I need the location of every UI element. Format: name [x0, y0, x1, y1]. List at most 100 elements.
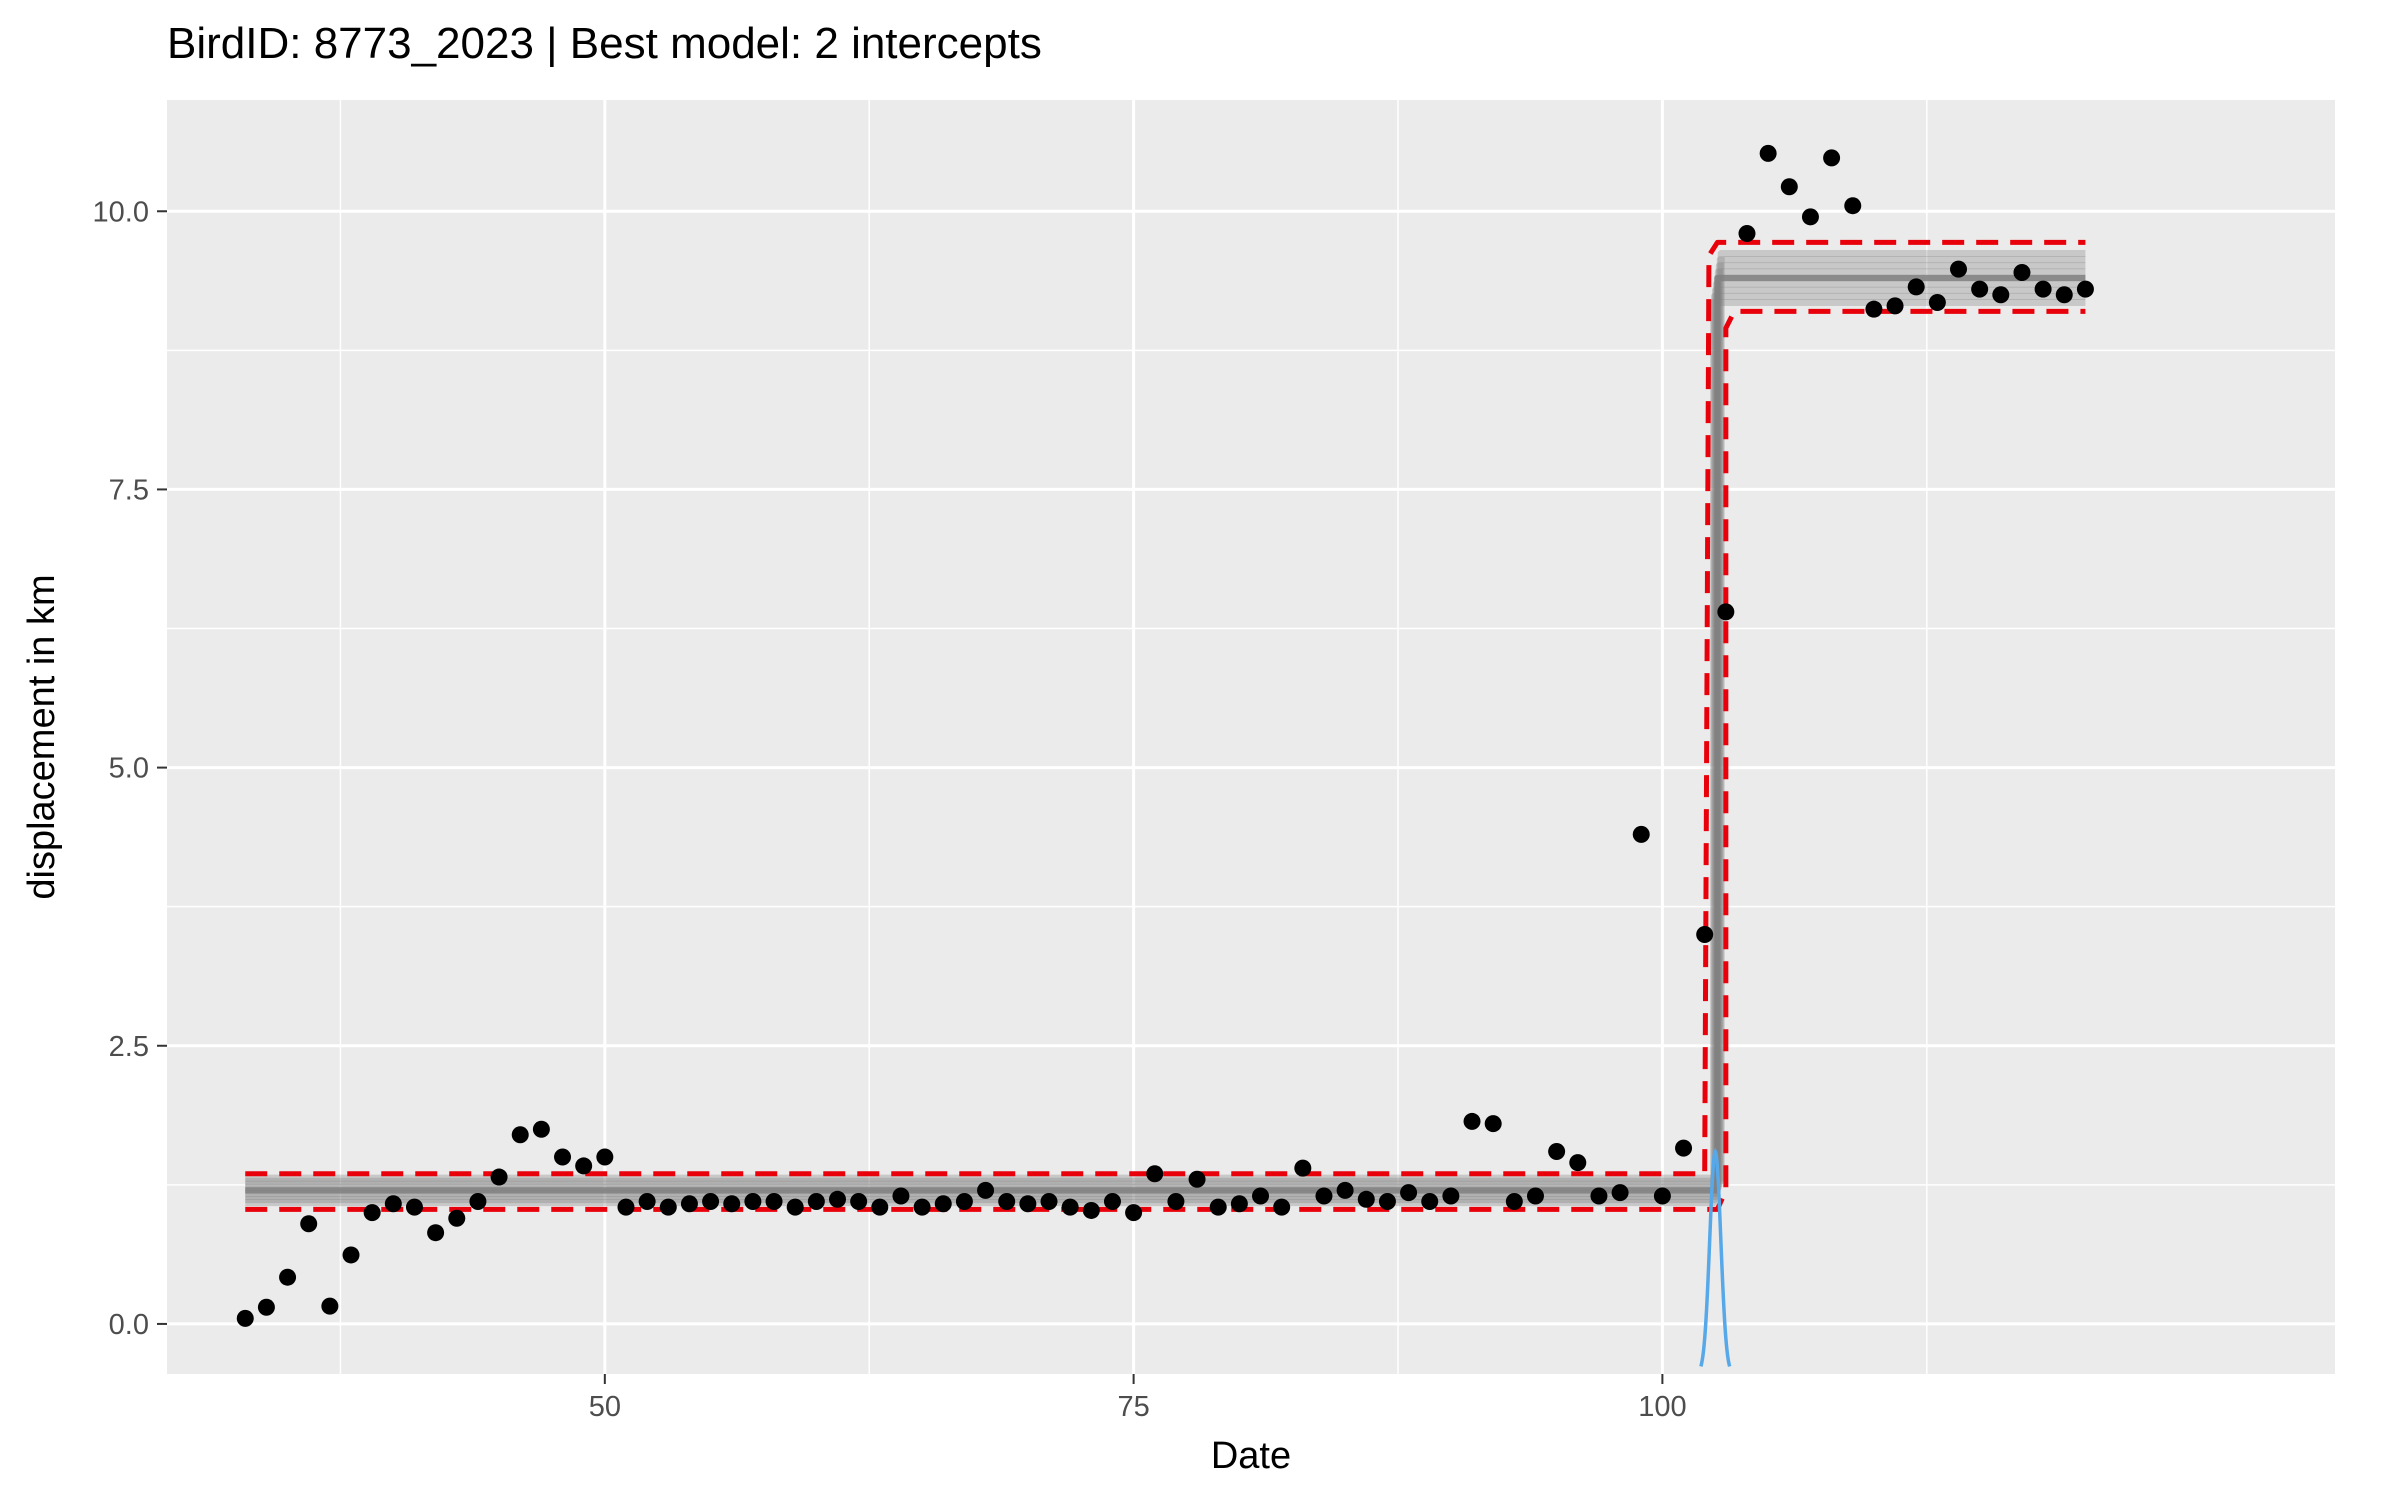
data-point	[1146, 1165, 1164, 1183]
data-point	[427, 1224, 445, 1242]
data-point	[955, 1193, 973, 1211]
data-point	[1400, 1184, 1418, 1202]
data-point	[1759, 144, 1777, 162]
data-point	[638, 1193, 656, 1211]
data-point	[575, 1157, 593, 1175]
data-point	[913, 1198, 931, 1216]
data-point	[321, 1297, 339, 1315]
data-point	[1886, 297, 1904, 315]
model-fit-line	[245, 250, 2086, 1182]
data-point	[1865, 300, 1883, 318]
data-point	[1103, 1193, 1121, 1211]
data-point	[363, 1204, 381, 1222]
data-point	[998, 1193, 1016, 1211]
x-axis-label: Date	[1211, 1435, 1291, 1477]
data-point	[1082, 1201, 1100, 1219]
data-point	[807, 1193, 825, 1211]
y-tick-label: 5.0	[109, 753, 149, 785]
data-point	[1378, 1193, 1396, 1211]
data-point	[1484, 1115, 1502, 1133]
data-point	[1336, 1181, 1354, 1199]
data-point	[532, 1120, 550, 1138]
data-point	[469, 1193, 487, 1211]
data-point	[1569, 1154, 1587, 1172]
data-point	[871, 1198, 889, 1216]
data-point	[1040, 1193, 1058, 1211]
data-point	[1801, 208, 1819, 226]
model-upper-bound	[245, 239, 2086, 1177]
data-point	[828, 1190, 846, 1208]
data-point	[1273, 1198, 1291, 1216]
x-tick-label: 50	[589, 1391, 621, 1423]
data-point	[977, 1181, 995, 1199]
data-point	[786, 1198, 804, 1216]
data-point	[702, 1193, 720, 1211]
switch-density-curve	[1699, 1147, 1732, 1367]
data-point	[257, 1298, 275, 1316]
data-point	[1167, 1193, 1185, 1211]
grid-lines	[167, 100, 2335, 1374]
x-tick-label: 75	[1117, 1391, 1149, 1423]
data-point	[1061, 1198, 1079, 1216]
model-lower-bound	[245, 308, 2086, 1212]
data-point	[850, 1193, 868, 1211]
data-point	[1844, 197, 1862, 215]
data-point	[1590, 1187, 1608, 1205]
data-point	[490, 1168, 508, 1186]
data-point	[723, 1195, 741, 1213]
data-point	[1188, 1170, 1206, 1188]
data-point	[744, 1193, 762, 1211]
data-point	[1717, 603, 1735, 621]
data-point	[236, 1309, 254, 1327]
data-point	[680, 1195, 698, 1213]
data-point	[1950, 260, 1968, 278]
model-bounds	[245, 239, 2086, 1212]
data-point	[405, 1198, 423, 1216]
data-point	[1526, 1187, 1544, 1205]
y-tick-label: 2.5	[109, 1031, 149, 1063]
data-point	[1125, 1204, 1143, 1222]
data-point	[1653, 1187, 1671, 1205]
data-point	[892, 1187, 910, 1205]
data-point	[554, 1148, 572, 1166]
data-point	[1019, 1195, 1037, 1213]
data-point	[2055, 286, 2073, 304]
switch-density	[1699, 1147, 1732, 1367]
data-point	[1971, 280, 1989, 298]
data-point	[1357, 1190, 1375, 1208]
data-point	[1548, 1142, 1566, 1160]
data-point	[342, 1246, 360, 1264]
data-point	[934, 1195, 952, 1213]
data-point	[1315, 1187, 1333, 1205]
data-point	[1442, 1187, 1460, 1205]
data-point	[1611, 1184, 1629, 1202]
data-point	[1992, 286, 2010, 304]
y-axis-label: displacement in km	[21, 574, 63, 899]
data-point	[1463, 1112, 1481, 1130]
chart-title: BirdID: 8773_2023 | Best model: 2 interc…	[167, 19, 1042, 68]
data-point	[1209, 1198, 1227, 1216]
data-point	[1907, 278, 1925, 296]
data-point	[384, 1195, 402, 1213]
y-tick-label: 10.0	[93, 196, 149, 228]
data-point	[596, 1148, 614, 1166]
data-point	[1823, 149, 1841, 167]
data-point	[1505, 1193, 1523, 1211]
data-point	[1252, 1187, 1270, 1205]
data-point	[1632, 825, 1650, 843]
y-tick-label: 0.0	[109, 1309, 149, 1341]
y-axis: 0.0 2.5 5.0 7.5 10.0	[93, 196, 167, 1341]
data-point	[1696, 925, 1714, 943]
data-point	[511, 1126, 529, 1144]
data-point	[2013, 263, 2031, 281]
data-point	[659, 1198, 677, 1216]
data-point	[1294, 1159, 1312, 1177]
data-point	[448, 1209, 466, 1227]
data-point	[2076, 280, 2094, 298]
data-point	[279, 1268, 297, 1286]
data-point	[1230, 1195, 1248, 1213]
data-point	[1780, 178, 1798, 196]
data-point	[300, 1215, 318, 1233]
